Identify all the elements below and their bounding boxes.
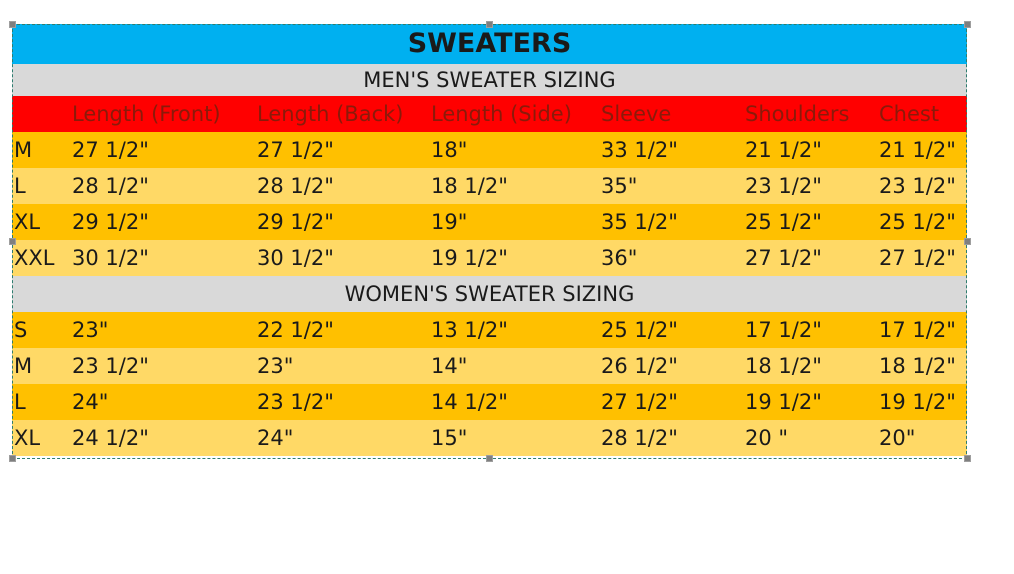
table-row: XL 29 1/2" 29 1/2" 19" 35 1/2" 25 1/2" 2… bbox=[12, 204, 967, 240]
table-cell: 23 1/2" bbox=[72, 354, 149, 378]
table-cell: 27 1/2" bbox=[745, 246, 822, 270]
size-label: M bbox=[14, 138, 33, 162]
table-cell: 23" bbox=[72, 318, 109, 342]
table-cell: 27 1/2" bbox=[601, 390, 678, 414]
column-header-chest: Chest bbox=[879, 102, 940, 126]
size-label: XL bbox=[14, 210, 41, 234]
size-label: L bbox=[14, 174, 26, 198]
resize-handle-middle-right[interactable] bbox=[964, 238, 971, 245]
table-cell: 18" bbox=[431, 138, 468, 162]
table-cell: 14 1/2" bbox=[431, 390, 508, 414]
sweater-size-chart: SWEATERS MEN'S SWEATER SIZING Length (Fr… bbox=[12, 24, 967, 456]
table-cell: 26 1/2" bbox=[601, 354, 678, 378]
table-cell: 18 1/2" bbox=[431, 174, 508, 198]
table-cell: 25 1/2" bbox=[601, 318, 678, 342]
size-label: XXL bbox=[14, 246, 55, 270]
table-cell: 19 1/2" bbox=[431, 246, 508, 270]
resize-handle-top-left[interactable] bbox=[9, 21, 16, 28]
size-label: XL bbox=[14, 426, 41, 450]
column-header-length-front: Length (Front) bbox=[72, 102, 221, 126]
table-cell: 35 1/2" bbox=[601, 210, 678, 234]
table-row: M 23 1/2" 23" 14" 26 1/2" 18 1/2" 18 1/2… bbox=[12, 348, 967, 384]
resize-handle-top-right[interactable] bbox=[964, 21, 971, 28]
resize-handle-bottom-left[interactable] bbox=[9, 455, 16, 462]
table-cell: 27 1/2" bbox=[72, 138, 149, 162]
table-cell: 23 1/2" bbox=[257, 390, 334, 414]
table-row: XXL 30 1/2" 30 1/2" 19 1/2" 36" 27 1/2" … bbox=[12, 240, 967, 276]
column-header-length-back: Length (Back) bbox=[257, 102, 404, 126]
table-cell: 17 1/2" bbox=[879, 318, 956, 342]
selection-frame[interactable] bbox=[12, 24, 967, 459]
table-cell: 24 1/2" bbox=[72, 426, 149, 450]
table-cell: 30 1/2" bbox=[257, 246, 334, 270]
table-cell: 28 1/2" bbox=[601, 426, 678, 450]
resize-handle-top-center[interactable] bbox=[486, 21, 493, 28]
table-row: XL 24 1/2" 24" 15" 28 1/2" 20 " 20" bbox=[12, 420, 967, 456]
table-cell: 19 1/2" bbox=[745, 390, 822, 414]
women-section-heading: WOMEN'S SWEATER SIZING bbox=[12, 276, 967, 312]
table-cell: 27 1/2" bbox=[879, 246, 956, 270]
chart-title: SWEATERS bbox=[12, 24, 967, 64]
table-cell: 19" bbox=[431, 210, 468, 234]
men-section-heading: MEN'S SWEATER SIZING bbox=[12, 64, 967, 96]
table-cell: 24" bbox=[257, 426, 294, 450]
table-cell: 17 1/2" bbox=[745, 318, 822, 342]
table-cell: 25 1/2" bbox=[745, 210, 822, 234]
table-cell: 36" bbox=[601, 246, 638, 270]
column-header-row: Length (Front) Length (Back) Length (Sid… bbox=[12, 96, 967, 132]
table-cell: 21 1/2" bbox=[745, 138, 822, 162]
table-cell: 15" bbox=[431, 426, 468, 450]
table-cell: 18 1/2" bbox=[879, 354, 956, 378]
table-row: S 23" 22 1/2" 13 1/2" 25 1/2" 17 1/2" 17… bbox=[12, 312, 967, 348]
table-cell: 22 1/2" bbox=[257, 318, 334, 342]
column-header-shoulders: Shoulders bbox=[745, 102, 850, 126]
table-cell: 28 1/2" bbox=[257, 174, 334, 198]
table-row: M 27 1/2" 27 1/2" 18" 33 1/2" 21 1/2" 21… bbox=[12, 132, 967, 168]
table-cell: 13 1/2" bbox=[431, 318, 508, 342]
size-label: M bbox=[14, 354, 33, 378]
table-cell: 14" bbox=[431, 354, 468, 378]
table-cell: 21 1/2" bbox=[879, 138, 956, 162]
table-cell: 18 1/2" bbox=[745, 354, 822, 378]
table-cell: 27 1/2" bbox=[257, 138, 334, 162]
table-cell: 24" bbox=[72, 390, 109, 414]
size-label: L bbox=[14, 390, 26, 414]
table-row: L 28 1/2" 28 1/2" 18 1/2" 35" 23 1/2" 23… bbox=[12, 168, 967, 204]
resize-handle-middle-left[interactable] bbox=[9, 238, 16, 245]
table-cell: 20 " bbox=[745, 426, 789, 450]
table-cell: 23 1/2" bbox=[879, 174, 956, 198]
table-cell: 23" bbox=[257, 354, 294, 378]
resize-handle-bottom-center[interactable] bbox=[486, 455, 493, 462]
table-cell: 29 1/2" bbox=[257, 210, 334, 234]
table-cell: 30 1/2" bbox=[72, 246, 149, 270]
size-label: S bbox=[14, 318, 28, 342]
table-cell: 25 1/2" bbox=[879, 210, 956, 234]
table-row: L 24" 23 1/2" 14 1/2" 27 1/2" 19 1/2" 19… bbox=[12, 384, 967, 420]
table-cell: 33 1/2" bbox=[601, 138, 678, 162]
table-cell: 28 1/2" bbox=[72, 174, 149, 198]
table-cell: 19 1/2" bbox=[879, 390, 956, 414]
table-cell: 23 1/2" bbox=[745, 174, 822, 198]
table-cell: 35" bbox=[601, 174, 638, 198]
resize-handle-bottom-right[interactable] bbox=[964, 455, 971, 462]
column-header-sleeve: Sleeve bbox=[601, 102, 672, 126]
table-cell: 29 1/2" bbox=[72, 210, 149, 234]
table-cell: 20" bbox=[879, 426, 916, 450]
column-header-length-side: Length (Side) bbox=[431, 102, 572, 126]
